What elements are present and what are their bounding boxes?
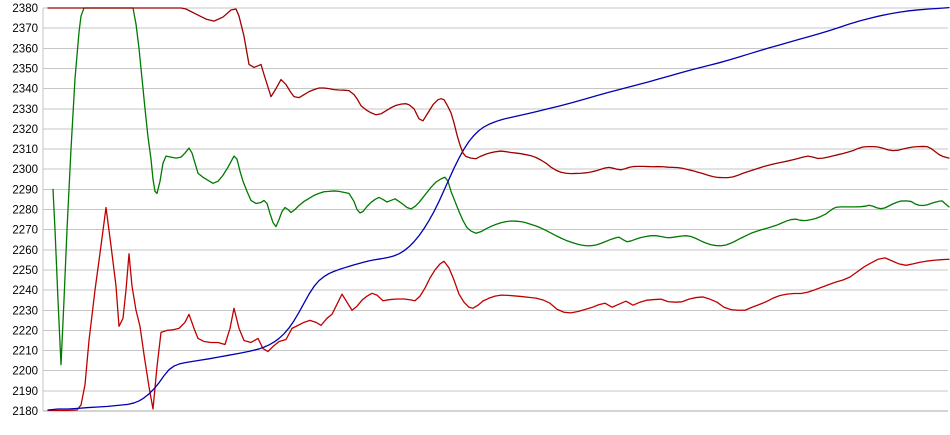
y-tick-label: 2190: [12, 386, 38, 398]
series-green-line: [52, 7, 950, 366]
y-tick-label: 2230: [12, 305, 38, 317]
y-tick-label: 2280: [12, 205, 38, 217]
y-tick-label: 2180: [12, 406, 38, 418]
y-tick-label: 2210: [12, 346, 38, 358]
y-tick-label: 2250: [12, 265, 38, 277]
y-tick-label: 2300: [12, 164, 38, 176]
y-tick-label: 2330: [12, 104, 38, 116]
y-tick-label: 2380: [12, 3, 38, 15]
y-tick-label: 2370: [12, 23, 38, 35]
y-tick-label: 2240: [12, 285, 38, 297]
y-tick-label: 2350: [12, 63, 38, 75]
y-tick-label: 2290: [12, 184, 38, 196]
y-tick-label: 2340: [12, 84, 38, 96]
y-tick-label: 2200: [12, 366, 38, 378]
y-tick-label: 2270: [12, 225, 38, 237]
series-blue-line: [47, 6, 950, 411]
series-upper-dark-red-line: [47, 7, 950, 179]
y-tick-label: 2220: [12, 325, 38, 337]
y-tick-label: 2260: [12, 245, 38, 257]
y-tick-label: 2310: [12, 144, 38, 156]
y-tick-label: 2320: [12, 124, 38, 136]
y-tick-label: 2360: [12, 43, 38, 55]
series-lower-red-line: [47, 206, 950, 412]
